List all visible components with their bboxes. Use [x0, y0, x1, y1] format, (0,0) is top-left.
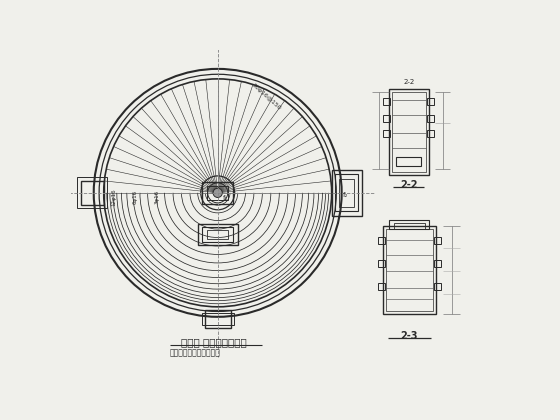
Bar	[385, 229, 433, 311]
Text: 3φ16: 3φ16	[155, 190, 160, 204]
Bar	[434, 237, 441, 244]
Bar	[434, 283, 441, 290]
Bar	[383, 131, 390, 137]
Bar	[427, 115, 434, 122]
Bar	[396, 157, 421, 166]
Text: 12φ16: 12φ16	[111, 188, 116, 205]
Bar	[391, 92, 426, 172]
Text: f₂: f₂	[343, 192, 348, 199]
Bar	[383, 115, 390, 122]
Text: 二沉池 底板面层配筋图: 二沉池 底板面层配筋图	[181, 337, 247, 347]
Circle shape	[213, 188, 222, 197]
Bar	[202, 182, 233, 204]
Bar	[383, 98, 390, 105]
Bar	[202, 313, 234, 326]
Text: 2-2: 2-2	[400, 180, 417, 190]
Bar	[378, 260, 385, 267]
Text: 注：底筋锚固详见图纸。: 注：底筋锚固详见图纸。	[170, 349, 221, 357]
Bar	[77, 177, 107, 208]
Bar	[198, 223, 237, 245]
Bar	[427, 131, 434, 137]
Bar	[378, 283, 385, 290]
Bar	[81, 181, 104, 205]
Bar	[434, 260, 441, 267]
Bar	[389, 89, 428, 175]
Bar	[207, 230, 228, 239]
Bar	[202, 227, 233, 242]
Bar	[383, 226, 436, 314]
Text: 6φ16: 6φ16	[133, 190, 138, 204]
Bar	[335, 174, 358, 211]
Bar	[332, 170, 362, 216]
Bar	[389, 220, 430, 229]
Text: 36φ16@150: 36φ16@150	[250, 82, 281, 111]
Text: f₁: f₁	[223, 195, 228, 201]
Text: 2-3: 2-3	[400, 331, 418, 341]
Bar	[207, 186, 228, 200]
Bar	[394, 223, 425, 229]
Bar	[204, 310, 231, 328]
Bar	[339, 179, 354, 207]
Text: 2-2: 2-2	[403, 79, 414, 85]
Bar	[427, 98, 434, 105]
Bar	[378, 237, 385, 244]
